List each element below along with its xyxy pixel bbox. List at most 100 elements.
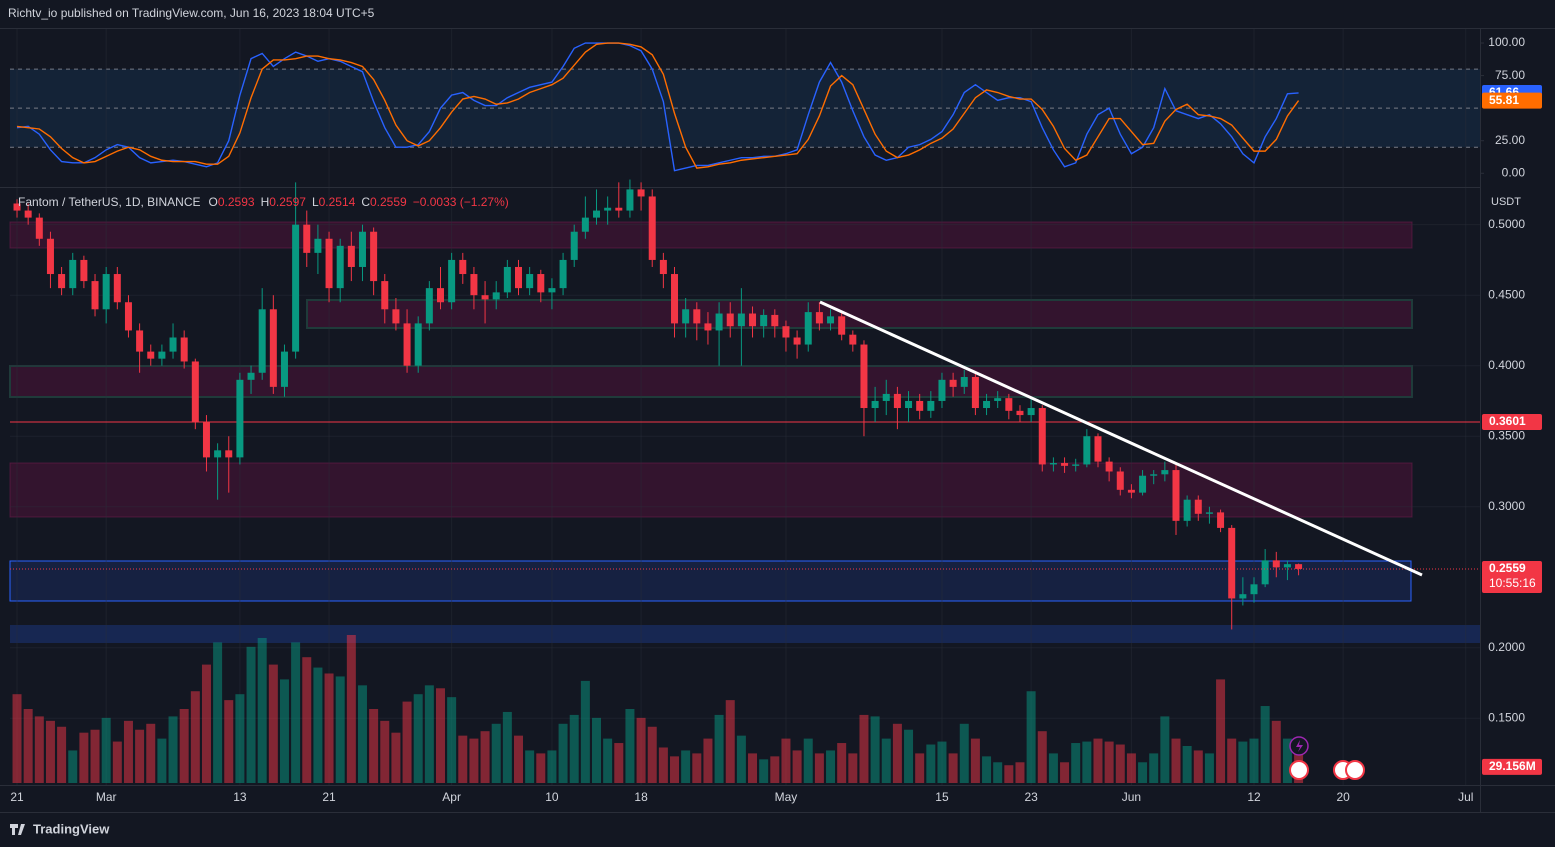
header-bar: [0, 0, 1555, 28]
candle-body: [983, 400, 991, 409]
volume-bar: [703, 738, 713, 783]
volume-bar: [79, 732, 89, 783]
volume-bar: [1282, 738, 1292, 783]
header-text: Richtv_io published on TradingView.com, …: [8, 6, 375, 20]
candle-body: [35, 217, 43, 239]
candle-body: [760, 314, 768, 327]
candle-body: [1116, 471, 1124, 490]
event-icon[interactable]: [1289, 760, 1309, 780]
candle-body: [1261, 560, 1269, 585]
candle-body: [1183, 499, 1191, 521]
currency-label: USDT: [1491, 196, 1521, 208]
candle-body: [1272, 560, 1280, 568]
volume-bar: [190, 691, 200, 783]
volume-bar: [57, 726, 67, 783]
candle-body: [403, 323, 411, 366]
resistance-zone: [306, 299, 1413, 329]
volume-bar: [781, 738, 791, 783]
candle-body: [492, 292, 500, 300]
volume-bar: [1193, 750, 1203, 783]
candle-body: [1016, 410, 1024, 416]
volume-bar: [1227, 738, 1237, 783]
series-layer: 100.00 75.00 25.00 0.00 21 Mar 13 21 Apr 10 18 May 1…: [10, 28, 1542, 804]
y-tick-label: 0.2000: [1488, 640, 1525, 654]
candle-body: [882, 393, 890, 401]
resistance-zone: [9, 221, 1413, 249]
legend-value: 0.2597: [269, 195, 306, 209]
candle-body: [503, 266, 511, 293]
volume-bar: [101, 717, 111, 783]
volume-bar: [346, 635, 356, 783]
candle-body: [459, 259, 467, 275]
x-tick-label: 21: [322, 790, 336, 804]
candle-body: [1239, 594, 1247, 599]
candle-body: [559, 259, 567, 289]
volume-bar: [391, 732, 401, 783]
volume-bar: [413, 694, 423, 783]
candle-body: [1061, 463, 1069, 466]
volume-bar: [970, 738, 980, 783]
candle-body: [381, 281, 389, 310]
candle-body: [214, 450, 222, 458]
y-tick-label: 0.5000: [1488, 217, 1525, 231]
y-tick-label: 0.4000: [1488, 358, 1525, 372]
volume-bar: [324, 673, 334, 783]
candle-body: [292, 224, 300, 352]
x-tick-label: Jun: [1122, 790, 1141, 804]
volume-bar: [1271, 720, 1281, 783]
x-tick-label: 12: [1247, 790, 1261, 804]
event-icon[interactable]: [1345, 760, 1365, 780]
footer-brand: TradingView: [33, 821, 110, 836]
volume-bar: [235, 694, 245, 783]
candle-body: [358, 231, 366, 267]
candle-body: [905, 400, 913, 409]
volume-bar: [915, 753, 925, 783]
candle-body: [949, 379, 957, 387]
volume-bar: [647, 726, 657, 783]
level-badge: 0.3601: [1489, 414, 1526, 428]
countdown: 10:55:16: [1489, 576, 1536, 590]
volume-bar: [759, 759, 769, 783]
volume-bar: [725, 700, 735, 783]
volume-bar: [993, 762, 1003, 783]
volume-bar: [536, 753, 546, 783]
candle-body: [514, 266, 522, 289]
event-icons: [1289, 736, 1365, 780]
volume-bar: [870, 716, 880, 783]
candle-body: [80, 259, 88, 282]
candle-body: [370, 231, 378, 282]
volume-bar: [369, 709, 379, 783]
candle-body: [1250, 584, 1258, 595]
candle-body: [180, 337, 188, 362]
x-tick-label: 18: [634, 790, 648, 804]
volume-bar: [435, 688, 445, 783]
candle-body: [871, 400, 879, 409]
volume-bar: [447, 697, 457, 783]
candle-body: [436, 288, 444, 303]
volume-bar: [1182, 746, 1192, 783]
y-tick-label: 0.3000: [1488, 499, 1525, 513]
volume-bar: [335, 676, 345, 783]
candle-body: [347, 245, 355, 267]
volume-bar: [748, 753, 758, 783]
volume-bar: [513, 735, 523, 783]
candle-body: [682, 309, 690, 324]
candle-body: [860, 344, 868, 409]
candle-body: [615, 207, 623, 211]
volume-badge: 29.156M: [1489, 759, 1536, 773]
volume-bar: [302, 657, 312, 783]
candle-body: [1172, 470, 1180, 521]
candle-body: [715, 313, 723, 331]
x-tick-label: Mar: [96, 790, 117, 804]
candle-body: [1194, 499, 1202, 514]
candle-body: [102, 274, 110, 310]
volume-bar: [201, 664, 211, 783]
y-tick-label: 25.00: [1495, 133, 1525, 147]
candle-body: [1049, 463, 1057, 465]
volume-bar: [1249, 738, 1259, 783]
candle-body: [927, 400, 935, 411]
candle-body: [425, 288, 433, 324]
footer-logo: [10, 824, 25, 835]
volume-bar: [380, 720, 390, 783]
